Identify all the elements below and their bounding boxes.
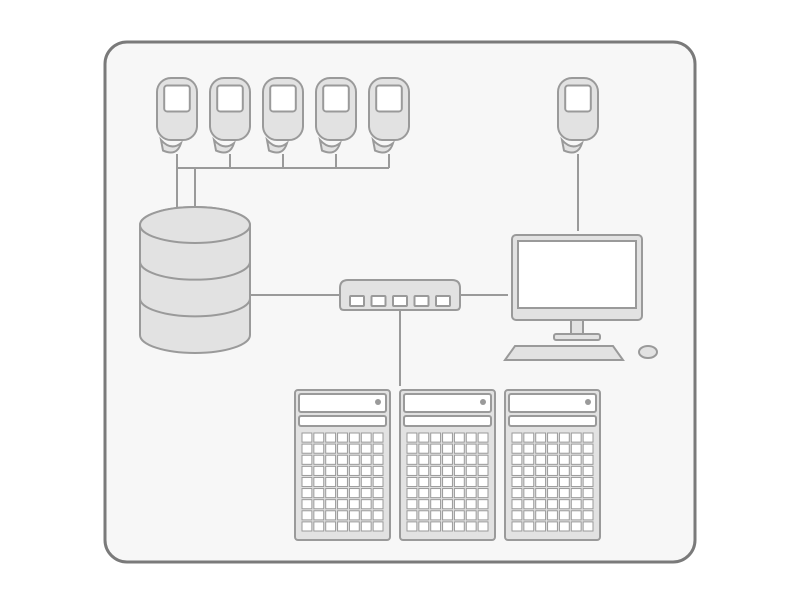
server-rack-2 xyxy=(400,390,495,540)
server-rack-3 xyxy=(505,390,600,540)
server-rack-1 xyxy=(295,390,390,540)
network-switch-icon xyxy=(340,280,460,310)
database-icon xyxy=(140,207,250,353)
